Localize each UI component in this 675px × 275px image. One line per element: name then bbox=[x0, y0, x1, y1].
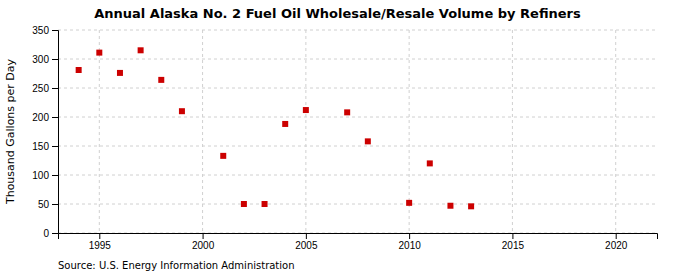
x-tick: 2005 bbox=[295, 233, 318, 251]
x-tick: 2000 bbox=[192, 233, 215, 251]
y-tick-mark bbox=[52, 175, 58, 176]
grid-line-y bbox=[58, 146, 657, 147]
point bbox=[365, 138, 371, 144]
x-tick-label: 2010 bbox=[399, 240, 422, 251]
x-tick-label: 2000 bbox=[192, 240, 215, 251]
y-axis: 0 50 100 150 200 250 300 350 bbox=[32, 25, 58, 239]
point bbox=[468, 203, 474, 209]
y-tick-mark bbox=[52, 233, 58, 234]
grid-line-y bbox=[58, 30, 657, 31]
point bbox=[427, 160, 433, 166]
point bbox=[117, 70, 123, 76]
x-tick: 2010 bbox=[399, 233, 422, 251]
x-tick-label: 2020 bbox=[605, 240, 628, 251]
x-tick-mark bbox=[616, 233, 617, 239]
point bbox=[303, 107, 309, 113]
x-tick-mark bbox=[306, 233, 307, 239]
point bbox=[406, 200, 412, 206]
y-tick-mark bbox=[52, 88, 58, 89]
x-axis: 1995 2000 2005 2010 2015 2020 bbox=[59, 233, 658, 251]
grid-line-y bbox=[58, 88, 657, 89]
points bbox=[76, 47, 474, 209]
source-note: Source: U.S. Energy Information Administ… bbox=[58, 260, 295, 271]
plot-area: 1995 2000 2005 2010 2015 2020 0 50 100 150 200 250 3… bbox=[32, 25, 657, 251]
y-tick: 200 bbox=[32, 112, 58, 123]
title: Annual Alaska No. 2 Fuel Oil Wholesale/R… bbox=[94, 6, 581, 21]
y-tick-mark bbox=[52, 117, 58, 118]
y-tick-mark bbox=[52, 146, 58, 147]
y-tick-label: 150 bbox=[32, 141, 49, 152]
x-tick: 1995 bbox=[89, 233, 112, 251]
point bbox=[241, 201, 247, 207]
point bbox=[220, 153, 226, 159]
point bbox=[158, 77, 164, 83]
point bbox=[282, 121, 288, 127]
grid-line-x bbox=[202, 30, 203, 233]
y-tick-mark bbox=[52, 30, 58, 31]
point bbox=[138, 47, 144, 53]
y-tick-label: 100 bbox=[32, 170, 49, 181]
grid-line-y bbox=[58, 175, 657, 176]
point bbox=[76, 67, 82, 73]
point bbox=[262, 201, 268, 207]
x-axis-line bbox=[59, 234, 658, 240]
y-tick-mark bbox=[52, 204, 58, 205]
y-tick: 100 bbox=[32, 170, 58, 181]
x-tick-mark bbox=[203, 233, 204, 239]
x-tick-label: 1995 bbox=[89, 240, 112, 251]
y-tick-label: 200 bbox=[32, 112, 49, 123]
x-tick: 2015 bbox=[502, 233, 525, 251]
x-tick-mark bbox=[512, 233, 513, 239]
x-tick-label: 2015 bbox=[502, 240, 525, 251]
y-tick: 250 bbox=[32, 83, 58, 94]
point bbox=[179, 108, 185, 114]
y-tick: 300 bbox=[32, 54, 58, 65]
grid-line-x bbox=[99, 30, 100, 233]
y-axis-line bbox=[52, 31, 59, 234]
grid-line-y bbox=[58, 59, 657, 60]
y-tick-label: 250 bbox=[32, 83, 49, 94]
point bbox=[447, 203, 453, 209]
y-tick: 350 bbox=[32, 25, 58, 36]
y-tick: 0 bbox=[43, 228, 58, 239]
grid-line-x bbox=[615, 30, 616, 233]
x-tick: 2020 bbox=[605, 233, 628, 251]
chart-container: 1995 2000 2005 2010 2015 2020 0 50 100 150 200 250 3… bbox=[0, 0, 675, 275]
grid-line-x bbox=[512, 30, 513, 233]
y-tick-label: 300 bbox=[32, 54, 49, 65]
y-tick-label: 350 bbox=[32, 25, 49, 36]
y-tick-label: 0 bbox=[43, 228, 49, 239]
grid-line-y bbox=[58, 117, 657, 118]
x-tick-mark bbox=[99, 233, 100, 239]
grid bbox=[58, 30, 657, 233]
x-tick-label: 2005 bbox=[295, 240, 318, 251]
point bbox=[96, 50, 102, 56]
x-tick-mark bbox=[409, 233, 410, 239]
chart-svg: 1995 2000 2005 2010 2015 2020 0 50 100 150 200 250 3… bbox=[0, 0, 675, 275]
y-tick: 150 bbox=[32, 141, 58, 152]
y-tick: 50 bbox=[38, 199, 58, 210]
y-axis-title: Thousand Gallons per Day bbox=[4, 58, 17, 205]
y-tick-mark bbox=[52, 59, 58, 60]
point bbox=[344, 109, 350, 115]
y-tick-label: 50 bbox=[38, 199, 50, 210]
grid-line-y bbox=[58, 204, 657, 205]
grid-line-x bbox=[305, 30, 306, 233]
